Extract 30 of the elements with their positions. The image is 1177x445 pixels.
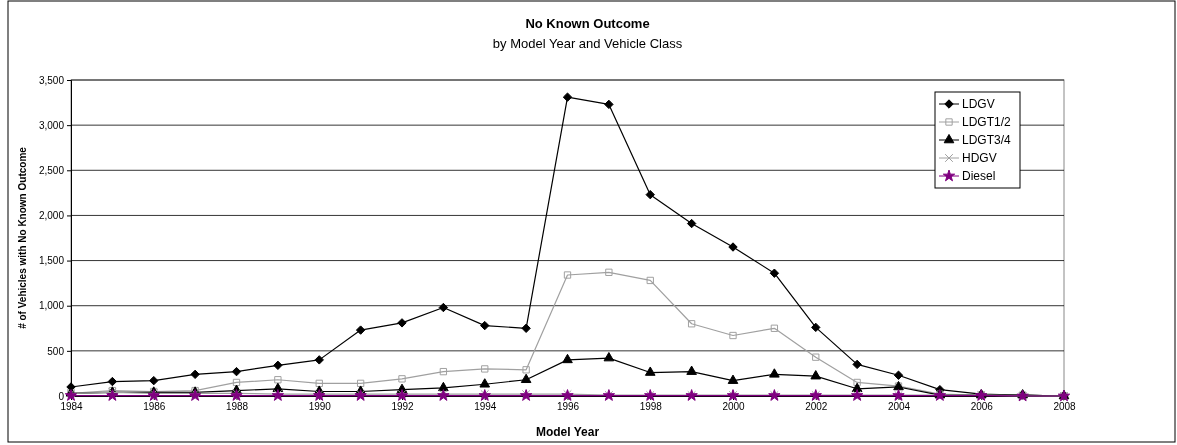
x-tick-label: 2000 bbox=[722, 401, 746, 413]
legend-label: HDGV bbox=[962, 151, 997, 165]
x-tick-label: 2002 bbox=[805, 401, 828, 413]
x-tick-label: 2004 bbox=[887, 401, 911, 413]
y-tick-label: 2,000 bbox=[38, 210, 65, 222]
x-axis-title: Model Year bbox=[535, 425, 600, 439]
y-tick-label: 1,000 bbox=[38, 300, 65, 312]
chart-subtitle: by Model Year and Vehicle Class bbox=[492, 36, 683, 51]
x-tick-label: 1998 bbox=[639, 401, 663, 413]
x-tick-label: 2008 bbox=[1053, 401, 1077, 413]
y-tick-label: 3,000 bbox=[38, 119, 65, 131]
x-tick-label: 1988 bbox=[225, 401, 249, 413]
y-tick-label: 500 bbox=[47, 345, 65, 357]
chart-title: No Known Outcome bbox=[525, 16, 650, 31]
y-axis-title: # of Vehicles with No Known Outcome bbox=[17, 146, 28, 329]
y-tick-label: 2,500 bbox=[38, 164, 65, 176]
y-tick-label: 3,500 bbox=[38, 74, 65, 86]
y-tick-label: 0 bbox=[58, 390, 65, 402]
legend-label: LDGV bbox=[962, 97, 995, 111]
x-tick-label: 1994 bbox=[474, 401, 497, 413]
y-tick-label: 1,500 bbox=[38, 255, 65, 267]
x-tick-label: 1986 bbox=[143, 401, 166, 413]
x-tick-label: 1984 bbox=[60, 401, 84, 413]
legend-label: LDGT1/2 bbox=[962, 115, 1012, 129]
x-tick-label: 2006 bbox=[970, 401, 994, 413]
legend-label: Diesel bbox=[962, 169, 996, 183]
x-tick-label: 1996 bbox=[556, 401, 580, 413]
x-tick-label: 1992 bbox=[391, 401, 415, 413]
x-tick-label: 1990 bbox=[308, 401, 332, 413]
legend-label: LDGT3/4 bbox=[962, 133, 1012, 147]
